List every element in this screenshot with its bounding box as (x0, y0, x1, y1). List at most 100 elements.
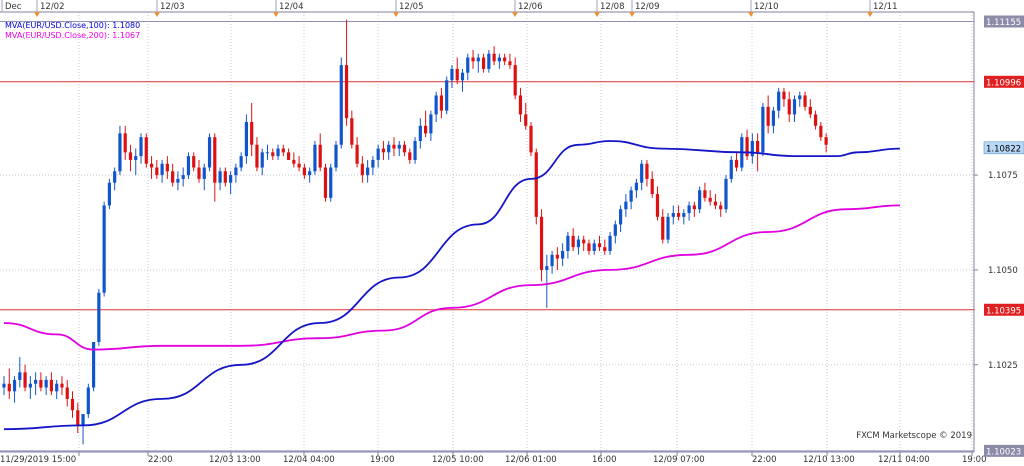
candle-down (360, 163, 364, 176)
candle-up (497, 57, 501, 62)
top-axis-label: 12/08 (600, 2, 625, 12)
candle-up (91, 342, 96, 388)
candle-down (655, 194, 660, 217)
copyright-label: FXCM Marketscope © 2019 (856, 431, 972, 441)
candle-down (603, 247, 607, 251)
bottom-axis-label: 12/11 04:00 (878, 455, 930, 465)
top-axis-label: 12/10 (754, 2, 779, 12)
candle-down (529, 125, 533, 153)
candle-up (576, 239, 581, 248)
candle-down (708, 197, 712, 202)
session-marker-icon (748, 12, 754, 17)
candle-up (207, 137, 212, 168)
candle-up (666, 216, 670, 240)
session-marker-icon (393, 12, 399, 17)
candle-up (613, 224, 617, 236)
indicator-legend: MVA(EUR/USD.Close,100): 1.1080 MVA(EUR/U… (5, 21, 140, 41)
candle-down (255, 144, 259, 168)
candle-up (134, 156, 138, 160)
candle-up (2, 383, 6, 388)
candle-up (234, 167, 238, 176)
candle-down (587, 243, 591, 251)
candle-up (313, 144, 317, 172)
candle-down (155, 167, 159, 176)
candle-down (408, 152, 412, 160)
candle-down (766, 106, 770, 126)
candle-up (18, 372, 22, 380)
current-price-label: 1.10822 (986, 144, 1021, 154)
candle-up (545, 266, 549, 270)
candle-down (70, 398, 75, 411)
candle-up (687, 205, 691, 214)
candle-up (376, 148, 380, 160)
candle-down (149, 163, 154, 168)
candle-up (12, 379, 17, 392)
legend-ma200: MVA(EUR/USD.Close,200): 1.1067 (5, 31, 141, 40)
candle-down (297, 163, 301, 168)
candle-down (286, 152, 291, 160)
candle-up (397, 144, 401, 149)
candle-up (339, 65, 343, 145)
bottom-axis-label: 19:00 (962, 455, 987, 465)
candle-up (418, 125, 422, 141)
candle-up (202, 167, 206, 179)
bottom-axis-label: 16:00 (592, 455, 617, 465)
level-price-label: 1.10395 (986, 306, 1021, 316)
bottom-axis-label: 11/29/2019 15:00 (0, 455, 76, 465)
candle-up (229, 175, 233, 183)
candle-down (350, 118, 354, 145)
top-axis-label: 12/05 (399, 2, 424, 12)
candle-down (213, 137, 217, 183)
candle-up (429, 114, 433, 134)
candle-down (745, 137, 749, 157)
bottom-axis-label: 22:00 (752, 455, 777, 465)
bottom-axis-label: 12/04 04:00 (283, 455, 335, 465)
candle-up (160, 163, 164, 176)
ma100-line (3, 140, 900, 431)
candle-up (186, 156, 191, 176)
bottom-axis-label: 19:00 (370, 455, 395, 465)
candle-up (97, 292, 101, 342)
candle-down (713, 201, 718, 206)
top-axis-label: 12/03 (160, 2, 185, 12)
candle-down (344, 65, 349, 119)
candle-down (582, 239, 586, 244)
candle-down (49, 379, 54, 392)
candle-down (223, 171, 227, 183)
candle-down (787, 99, 791, 115)
candle-down (819, 125, 823, 138)
candle-up (102, 205, 106, 293)
candle-down (318, 144, 322, 168)
session-marker-icon (154, 12, 160, 17)
candle-down (508, 61, 512, 66)
candle-down (424, 125, 428, 134)
candle-down (192, 156, 196, 168)
candle-down (524, 114, 528, 126)
candle-down (676, 213, 681, 217)
candle-up (671, 213, 675, 217)
level-price-label: 1.10023 (986, 447, 1021, 457)
level-price-label: 1.11155 (986, 18, 1021, 28)
candle-up (724, 178, 728, 210)
candle-down (402, 144, 407, 153)
candle-down (171, 171, 175, 183)
candle-up (260, 152, 264, 168)
candle-down (392, 144, 396, 149)
candle-up (239, 156, 243, 168)
level-price-tag (984, 303, 1024, 316)
session-marker-icon (629, 12, 635, 17)
candle-down (355, 144, 359, 164)
candle-down (128, 152, 133, 160)
candle-up (634, 182, 638, 191)
candle-up (413, 140, 417, 160)
candle-down (539, 216, 544, 270)
level-price-tag (984, 75, 1024, 88)
candle-up (698, 190, 702, 210)
candle-up (34, 379, 38, 384)
top-axis-band (0, 0, 1024, 12)
candle-down (803, 95, 807, 107)
bottom-axis-label: 22:00 (148, 455, 173, 465)
candle-up (729, 159, 733, 179)
y-tick-label: 1.1075 (988, 171, 1018, 181)
